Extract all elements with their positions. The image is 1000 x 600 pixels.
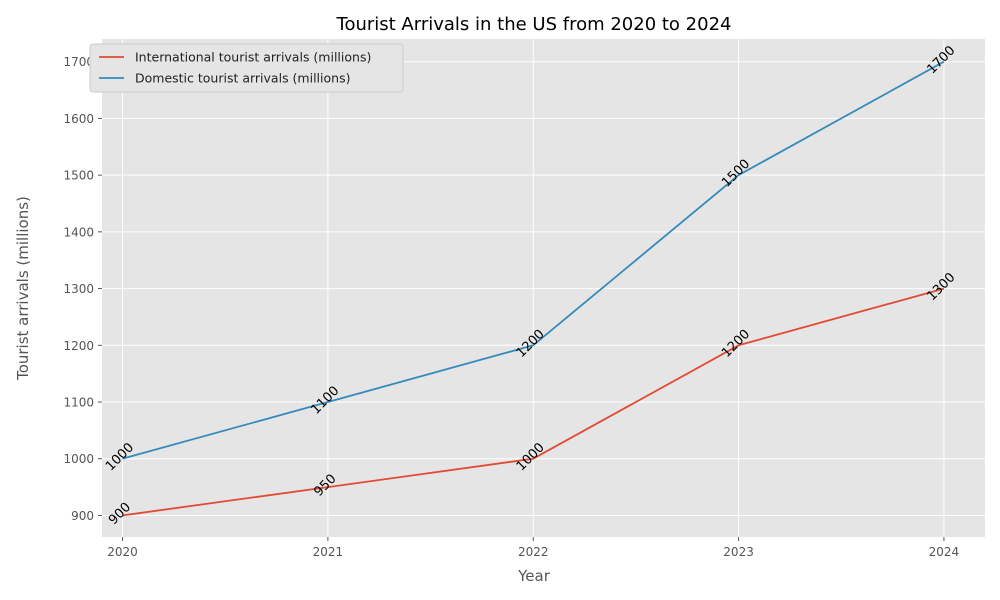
y-tick-label: 1700 xyxy=(63,55,94,69)
y-tick-label: 1500 xyxy=(63,169,94,183)
plot-background xyxy=(102,39,985,537)
x-tick-label: 2023 xyxy=(723,545,754,559)
series-line-domestic xyxy=(122,60,945,460)
legend-box xyxy=(89,43,404,93)
x-tick-label: 2022 xyxy=(518,545,549,559)
y-tick-label: 1400 xyxy=(63,225,94,239)
legend: International tourist arrivals (millions… xyxy=(89,43,404,93)
legend-label-international: International tourist arrivals (millions… xyxy=(135,50,371,65)
y-tick-label: 1000 xyxy=(63,452,94,466)
series-layer xyxy=(122,60,945,517)
y-axis-label: Tourist arrivals (millions) xyxy=(14,196,32,381)
y-tick-label: 900 xyxy=(71,509,94,523)
legend-label-domestic: Domestic tourist arrivals (millions) xyxy=(135,71,350,86)
y-tick-label: 1100 xyxy=(63,396,94,410)
y-tick-label: 1300 xyxy=(63,282,94,296)
grid xyxy=(102,39,985,537)
x-axis-label: Year xyxy=(517,567,551,585)
x-tick-label: 2021 xyxy=(313,545,344,559)
chart-title: Tourist Arrivals in the US from 2020 to … xyxy=(336,14,732,35)
x-tick-label: 2020 xyxy=(107,545,138,559)
y-tick-label: 1600 xyxy=(63,112,94,126)
tick-labels: 2020 2021 2022 2023 2024 900 1000 1100 1200 1300 1… xyxy=(63,55,959,559)
series-line-international xyxy=(122,287,945,517)
y-tick-label: 1200 xyxy=(63,339,94,353)
x-tick-label: 2024 xyxy=(929,545,960,559)
